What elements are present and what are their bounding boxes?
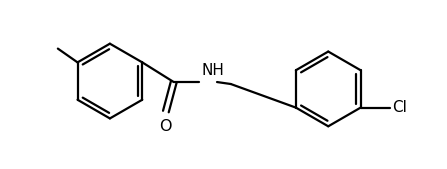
Text: Cl: Cl — [392, 100, 407, 115]
Text: O: O — [159, 119, 171, 134]
Text: NH: NH — [201, 63, 224, 78]
